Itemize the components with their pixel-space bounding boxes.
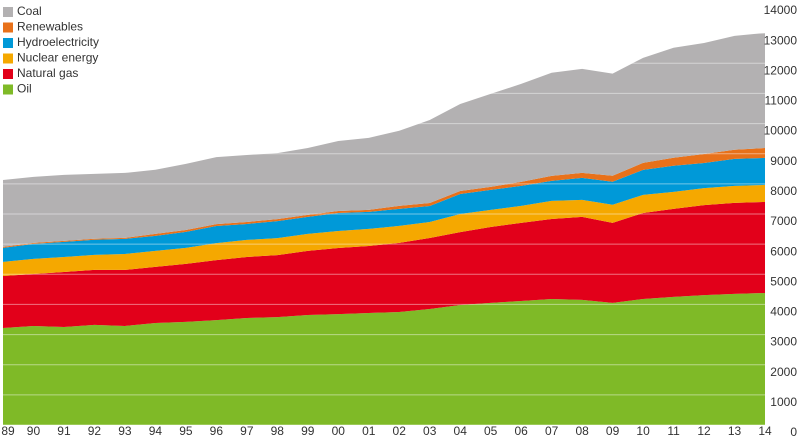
area: [3, 147, 765, 248]
x-tick-label: 09: [606, 424, 620, 438]
legend-swatch: [3, 53, 13, 64]
legend-label: Hydroelectricity: [17, 35, 99, 49]
legend-swatch: [3, 38, 13, 48]
legend-label: Oil: [17, 82, 32, 96]
area: [3, 292, 765, 425]
x-tick-label: 02: [393, 424, 407, 438]
legend-label: Natural gas: [17, 66, 78, 80]
area: [3, 201, 765, 328]
area: [3, 184, 765, 276]
legend-swatch: [3, 69, 13, 79]
x-tick-label: 14: [758, 424, 772, 438]
x-tick-label: 11: [667, 424, 680, 438]
x-tick-label: 94: [149, 424, 163, 438]
x-tick-label: 95: [179, 424, 193, 438]
y-tick-label: 2000: [770, 365, 797, 379]
legend-label: Nuclear energy: [17, 51, 98, 65]
x-tick-label: 06: [514, 424, 528, 438]
y-tick-label: 3000: [770, 335, 797, 349]
x-tick-label: 13: [728, 424, 742, 438]
x-tick-label: 89: [1, 424, 15, 438]
x-tick-label: 01: [362, 424, 376, 438]
y-tick-label: 1000: [770, 395, 797, 409]
area: [3, 32, 765, 247]
x-tick-label: 00: [332, 424, 346, 438]
y-tick-label: 8000: [770, 184, 797, 198]
x-tick-label: 92: [88, 424, 102, 438]
y-tick-label: 6000: [770, 244, 797, 258]
x-tick-label: 10: [636, 424, 650, 438]
y-tick-label: 13000: [764, 33, 798, 47]
y-tick-label: 7000: [770, 214, 797, 228]
legend-label: Coal: [17, 4, 42, 18]
x-tick-label: 97: [240, 424, 254, 438]
legend-label: Renewables: [17, 20, 83, 34]
x-tick-label: 98: [271, 424, 285, 438]
legend-swatch: [3, 84, 13, 95]
x-tick-label: 90: [27, 424, 41, 438]
x-tick-label: 12: [697, 424, 711, 438]
x-tick-label: 03: [423, 424, 437, 438]
y-tick-label: 4000: [770, 305, 797, 319]
y-tick-label: 0: [790, 425, 797, 439]
y-tick-label: 14000: [764, 3, 798, 17]
x-tick-label: 91: [57, 424, 71, 438]
x-tick-label: 96: [210, 424, 224, 438]
x-tick-label: 04: [454, 424, 468, 438]
area: [3, 157, 765, 262]
y-tick-label: 12000: [764, 63, 798, 77]
y-tick-label: 11000: [765, 94, 798, 108]
x-tick-label: 08: [575, 424, 589, 438]
x-tick-label: 07: [545, 424, 559, 438]
y-tick-label: 10000: [764, 124, 798, 138]
x-tick-label: 05: [484, 424, 498, 438]
legend-swatch: [3, 22, 13, 33]
x-tick-label: 93: [118, 424, 132, 438]
y-tick-label: 9000: [770, 154, 797, 168]
x-tick-label: 99: [301, 424, 315, 438]
legend-swatch: [3, 7, 13, 17]
y-tick-label: 5000: [770, 274, 797, 288]
